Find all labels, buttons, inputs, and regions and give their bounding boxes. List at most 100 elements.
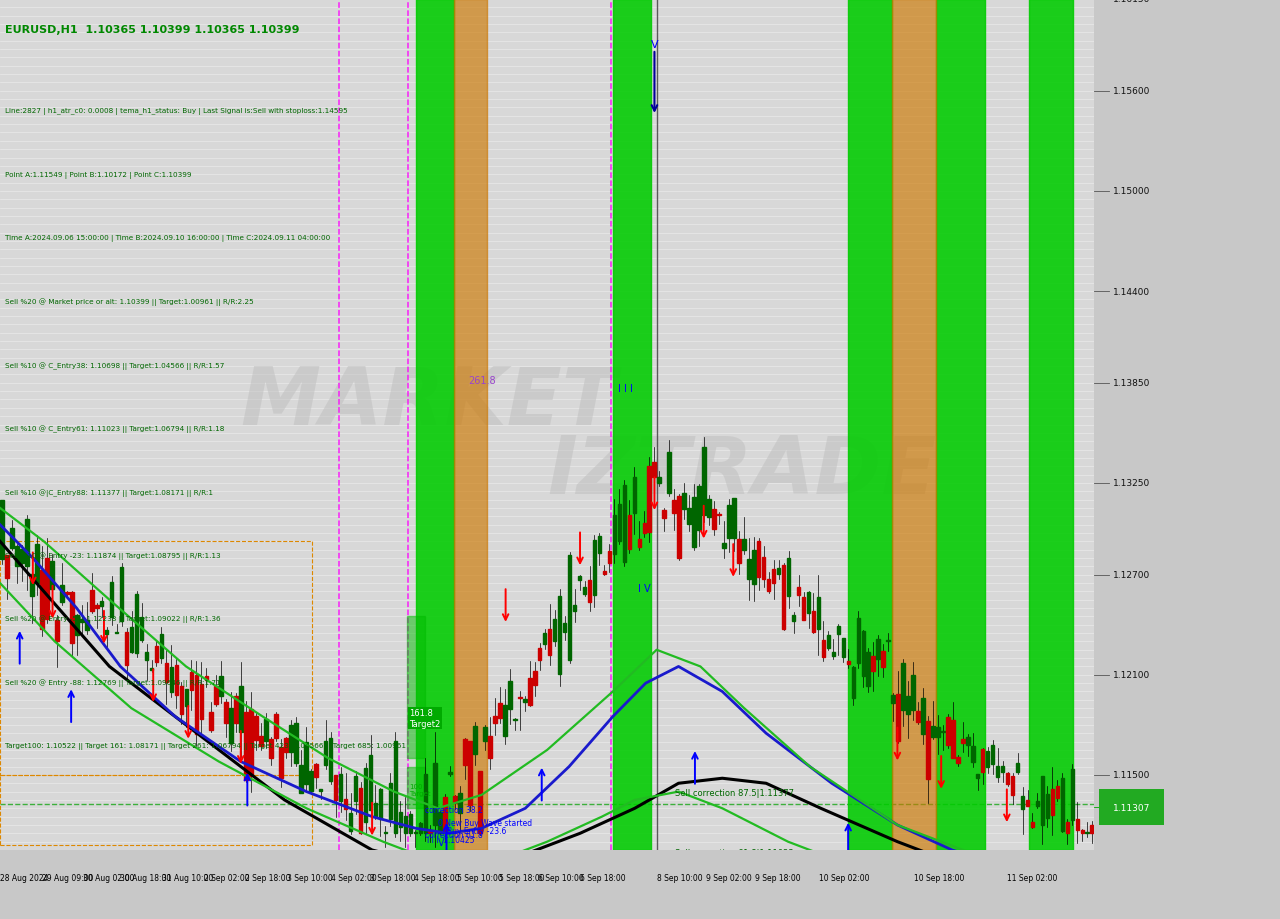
Bar	[105, 630, 109, 635]
Bar	[55, 620, 59, 641]
Text: 1.11500: 1.11500	[1114, 770, 1151, 779]
Bar	[986, 752, 989, 767]
Bar	[797, 587, 800, 596]
Bar	[882, 652, 884, 667]
Text: correction 87.5: correction 87.5	[425, 857, 483, 866]
Bar	[588, 580, 591, 602]
Text: I I I  1.10425: I I I 1.10425	[426, 834, 475, 844]
Text: Line:2827 | h1_atr_c0: 0.0008 | tema_h1_status: Buy | Last Signal is:Sell with s: Line:2827 | h1_atr_c0: 0.0008 | tema_h1_…	[5, 108, 348, 116]
Bar	[1075, 819, 1079, 830]
Text: 3 Sep 18:00: 3 Sep 18:00	[370, 873, 416, 882]
Bar	[827, 635, 831, 649]
Bar	[150, 668, 154, 671]
Bar	[906, 697, 910, 715]
Bar	[174, 665, 178, 695]
Bar	[563, 624, 566, 632]
Bar	[872, 656, 876, 672]
Bar	[493, 716, 497, 723]
Bar	[407, 766, 425, 809]
Bar	[667, 453, 671, 494]
Bar	[419, 823, 422, 834]
Bar	[36, 545, 38, 583]
Bar	[170, 667, 173, 693]
Bar	[416, 0, 454, 850]
Bar	[772, 569, 776, 584]
Bar	[806, 592, 810, 613]
Bar	[727, 506, 731, 539]
Text: 1.15600: 1.15600	[1114, 87, 1151, 96]
Bar	[334, 775, 338, 800]
Text: 4 Sep 18:00: 4 Sep 18:00	[413, 873, 460, 882]
Bar	[1011, 776, 1014, 796]
Bar	[532, 671, 536, 686]
Text: Point A:1.11549 | Point B:1.10172 | Point C:1.10399: Point A:1.11549 | Point B:1.10172 | Poin…	[5, 172, 192, 178]
Bar	[573, 606, 576, 611]
Bar	[658, 478, 660, 483]
Bar	[503, 705, 507, 736]
Bar	[558, 596, 562, 675]
Bar	[474, 726, 476, 754]
Bar	[603, 572, 607, 574]
Bar	[269, 740, 273, 758]
Bar	[936, 727, 940, 737]
Bar	[398, 811, 402, 827]
Bar	[364, 768, 367, 823]
Text: I V: I V	[637, 584, 650, 594]
Text: 100
Target: 100 Target	[410, 783, 431, 797]
Bar	[184, 689, 188, 707]
Bar	[215, 686, 218, 705]
Bar	[224, 702, 228, 723]
Bar	[1051, 789, 1055, 814]
Bar	[1046, 794, 1050, 818]
Bar	[165, 664, 168, 683]
Bar	[110, 583, 114, 618]
Bar	[753, 550, 755, 584]
Text: correction 38.2: correction 38.2	[425, 805, 483, 813]
Bar	[1020, 796, 1024, 810]
Text: Time A:2024.09.06 15:00:00 | Time B:2024.09.10 16:00:00 | Time C:2024.09.11 04:0: Time A:2024.09.06 15:00:00 | Time B:2024…	[5, 235, 330, 242]
Bar	[632, 477, 636, 514]
Text: 261.8: 261.8	[468, 375, 497, 385]
Bar	[424, 775, 428, 834]
Bar	[966, 737, 969, 745]
Text: 1.15000: 1.15000	[1114, 187, 1151, 196]
Bar	[140, 618, 143, 640]
Bar	[60, 585, 64, 602]
Bar	[841, 639, 845, 657]
Bar	[543, 633, 547, 644]
Bar	[742, 539, 745, 550]
Bar	[832, 652, 835, 656]
Bar	[479, 772, 481, 834]
Bar	[618, 505, 621, 541]
Bar	[892, 0, 936, 850]
Bar	[513, 719, 517, 720]
Bar	[672, 500, 676, 513]
Text: 1.14400: 1.14400	[1114, 288, 1151, 296]
Bar	[339, 774, 342, 801]
Bar	[1025, 800, 1029, 806]
Bar	[0, 541, 312, 775]
Bar	[896, 694, 900, 742]
Text: I I I: I I I	[618, 384, 634, 393]
Bar	[434, 763, 436, 825]
Bar	[792, 615, 795, 621]
Bar	[463, 739, 467, 765]
Bar	[698, 487, 700, 530]
Text: 28 Aug 2024: 28 Aug 2024	[0, 873, 49, 882]
Bar	[274, 715, 278, 738]
Bar	[877, 639, 879, 660]
Bar	[234, 697, 238, 723]
Bar	[748, 560, 750, 580]
Bar	[762, 557, 765, 580]
Bar	[901, 664, 905, 710]
Bar	[687, 508, 691, 525]
Bar	[1065, 822, 1069, 834]
Bar	[0, 501, 4, 560]
Text: Buy Entry -23.6: Buy Entry -23.6	[447, 826, 506, 835]
Bar	[5, 555, 9, 579]
Bar	[851, 667, 855, 698]
Bar	[324, 741, 328, 765]
Text: 30 Aug 02:00: 30 Aug 02:00	[83, 873, 134, 882]
Bar	[155, 647, 159, 662]
Bar	[160, 634, 164, 659]
